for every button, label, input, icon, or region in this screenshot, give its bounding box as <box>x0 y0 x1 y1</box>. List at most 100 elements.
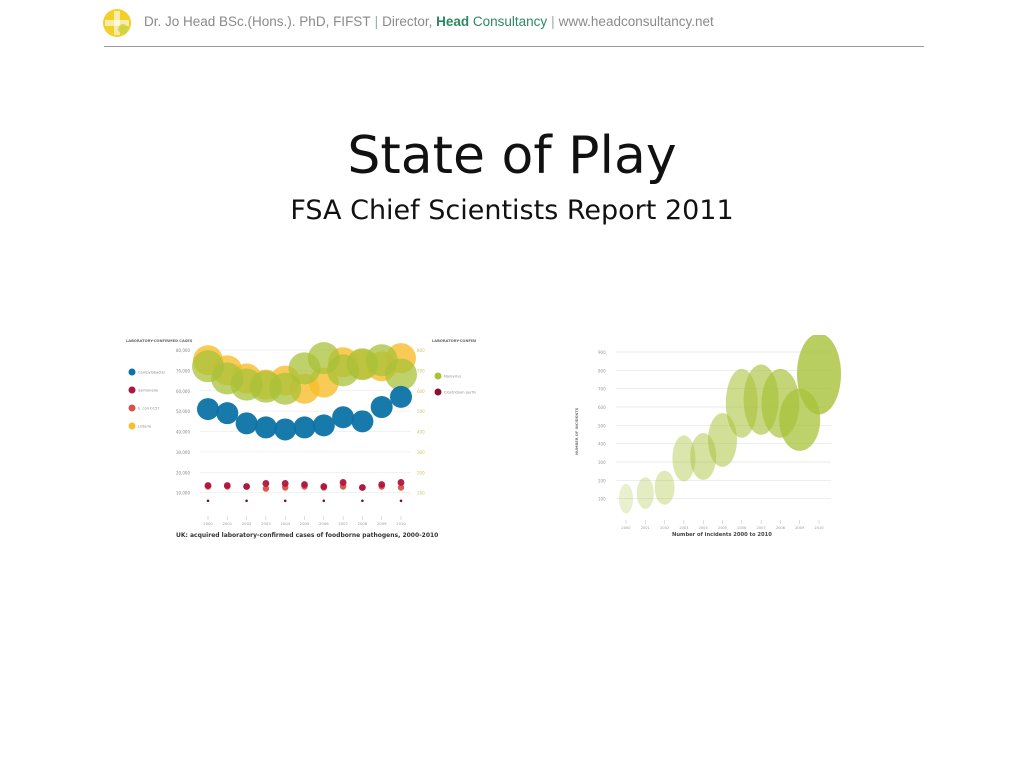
bubble-campylobacter <box>197 398 219 421</box>
bubble-campylobacter <box>370 396 393 419</box>
foodborne-pathogens-bubble-chart: 10,000 100 20,000 200 30,000 300 40,000 400 50,0… <box>126 339 476 539</box>
company-name-rest: Consultancy <box>469 14 548 29</box>
legend-label: Listeria <box>138 425 151 429</box>
legend-marker <box>128 404 136 412</box>
y-tick-label: 10,000 <box>176 491 190 496</box>
right-y-tick-label: 200 <box>417 470 425 475</box>
x-tick-label: 2001 <box>222 521 232 526</box>
x-tick-label: 2008 <box>358 521 368 526</box>
slide-subtitle: FSA Chief Scientists Report 2011 <box>290 195 734 226</box>
bubble-campylobacter <box>293 416 316 439</box>
y-tick-label: 500 <box>598 423 606 428</box>
bubble-minor <box>361 499 364 503</box>
legend-label: Campylobacter <box>138 371 166 375</box>
x-tick-label: 2001 <box>641 526 650 530</box>
company-logo-icon <box>103 9 131 37</box>
right-y-tick-label: 100 <box>417 491 425 496</box>
x-tick-label: 2003 <box>261 521 271 526</box>
y-tick-label: 60,000 <box>176 389 190 394</box>
header-credits: Dr. Jo Head BSc.(Hons.). PhD, FIFST | Dire… <box>144 14 714 29</box>
x-tick-label: 2004 <box>699 526 709 530</box>
x-tick-label: 2005 <box>718 526 727 530</box>
right-axis-heading: LABORATORY-CONFIRMED CASES <box>432 339 476 343</box>
bubble-salmonella <box>223 482 231 489</box>
legend-label: E. coli O157 <box>138 407 160 411</box>
y-tick-label: 30,000 <box>176 450 190 455</box>
bubble-salmonella <box>281 480 289 487</box>
right-y-tick-label: 800 <box>417 348 425 353</box>
bubble-salmonella <box>359 484 366 491</box>
incident-bubble <box>797 335 841 415</box>
bubble-salmonella <box>301 481 308 488</box>
bubble-minor <box>245 499 248 503</box>
legend-label: Clostridium perfringens <box>444 391 476 395</box>
slide-header: Dr. Jo Head BSc.(Hons.). PhD, FIFST | Dire… <box>100 6 924 46</box>
right-y-tick-label: 600 <box>417 389 425 394</box>
x-tick-label: 2005 <box>300 521 310 526</box>
bubble-campylobacter <box>312 414 335 437</box>
bubble-campylobacter <box>254 416 277 439</box>
y-tick-label: 100 <box>598 497 606 502</box>
y-tick-label: 200 <box>598 478 606 483</box>
right-y-tick-label: 500 <box>417 409 425 414</box>
x-tick-label: 2004 <box>280 521 290 526</box>
incident-bubble <box>636 477 654 510</box>
author-name: Dr. Jo Head BSc.(Hons.). PhD, FIFST <box>144 14 371 29</box>
x-tick-label: 2006 <box>319 521 329 526</box>
x-tick-label: 2009 <box>795 526 805 530</box>
bubble-minor <box>322 499 326 503</box>
y-tick-label: 900 <box>598 350 606 355</box>
x-axis-label: Number of incidents 2000 to 2010 <box>672 532 772 538</box>
right-y-tick-label: 300 <box>417 450 425 455</box>
legend-marker <box>128 368 136 376</box>
x-tick-label: 2009 <box>377 521 387 526</box>
legend-marker <box>128 422 136 430</box>
bubble-norovirus <box>269 372 302 405</box>
y-tick-label: 800 <box>598 368 606 373</box>
incident-bubble <box>654 470 675 505</box>
x-tick-label: 2007 <box>757 526 766 530</box>
x-tick-label: 2002 <box>242 521 252 526</box>
bubble-minor <box>399 499 403 503</box>
incident-bubble <box>672 435 696 482</box>
incidents-bubble-chart: 100 200 300 400 500 600 700 800 900 NUMBER OF INC… <box>575 335 841 538</box>
bubble-minor <box>206 499 210 503</box>
y-tick-label: 300 <box>598 460 606 465</box>
bubble-norovirus <box>385 358 417 391</box>
bubble-campylobacter <box>216 402 239 425</box>
bubble-salmonella <box>262 480 270 487</box>
x-tick-label: 2006 <box>737 526 747 530</box>
x-axis-label: UK: acquired laboratory-confirmed cases … <box>176 532 438 539</box>
bubble-campylobacter <box>274 418 297 441</box>
bubble-salmonella <box>243 483 250 490</box>
legend-marker <box>434 388 442 396</box>
header-divider <box>104 46 924 47</box>
y-tick-label: 70,000 <box>176 368 190 373</box>
y-tick-label: 400 <box>598 442 606 447</box>
y-tick-label: 600 <box>598 405 606 410</box>
bubble-salmonella <box>339 479 347 486</box>
y-tick-label: 50,000 <box>176 409 190 414</box>
y-tick-label: 80,000 <box>176 348 190 353</box>
right-y-tick-label: 400 <box>417 430 425 435</box>
x-tick-label: 2002 <box>660 526 669 530</box>
bubble-e-coli-o157 <box>397 484 405 491</box>
legend-label: Norovirus <box>444 375 461 379</box>
bubble-campylobacter <box>390 385 412 408</box>
company-name-head: Head <box>436 14 470 29</box>
x-tick-label: 2007 <box>338 521 348 526</box>
bubble-campylobacter <box>351 410 374 433</box>
bubble-minor <box>283 499 287 503</box>
bubble-salmonella <box>378 481 386 488</box>
bubble-salmonella <box>320 483 328 490</box>
x-tick-label: 2010 <box>814 526 824 530</box>
y-tick-label: 40,000 <box>176 430 190 435</box>
x-tick-label: 2008 <box>776 526 786 530</box>
slide-title: State of Play <box>347 126 677 186</box>
incident-bubble <box>708 413 737 467</box>
left-axis-heading: LABORATORY-CONFIRMED CASES <box>126 339 193 343</box>
x-tick-label: 2000 <box>621 526 631 530</box>
x-tick-label: 2010 <box>396 521 406 526</box>
x-tick-label: 2003 <box>679 526 688 530</box>
incident-bubble <box>619 483 633 514</box>
